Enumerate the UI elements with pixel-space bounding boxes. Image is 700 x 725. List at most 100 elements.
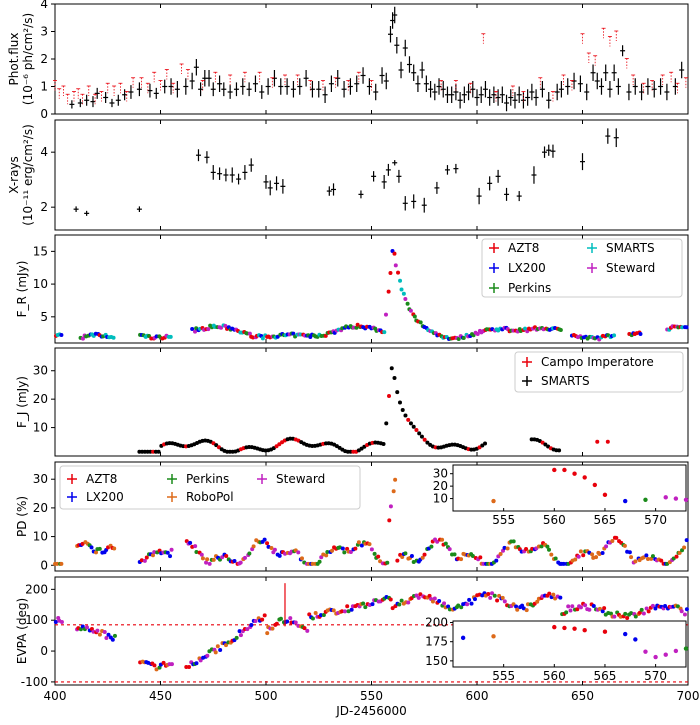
data-point	[597, 606, 602, 611]
data-point	[409, 554, 414, 559]
data-point	[633, 614, 638, 619]
data-point	[324, 553, 329, 558]
data-point	[639, 607, 644, 612]
legend-box	[59, 465, 361, 510]
data-point	[346, 609, 351, 614]
data-point	[161, 660, 166, 665]
data-point	[384, 421, 389, 426]
data-point	[277, 553, 282, 558]
data-point	[566, 604, 571, 609]
data-point	[597, 551, 602, 556]
data-point	[260, 617, 265, 622]
data-point	[572, 626, 577, 631]
data-point	[238, 560, 243, 565]
data-point	[386, 289, 391, 294]
data-point	[391, 489, 396, 494]
data-point	[190, 327, 195, 332]
x-tick-label: 560	[543, 513, 566, 527]
data-point	[80, 624, 85, 629]
data-point	[408, 421, 413, 426]
legend: Campo Imperatore SMARTS	[514, 351, 684, 393]
data-point	[403, 413, 408, 418]
data-point	[385, 560, 390, 565]
legend-box	[514, 351, 684, 393]
legend-box	[481, 238, 683, 298]
data-point	[299, 556, 304, 561]
data-point	[498, 552, 503, 557]
data-point	[600, 609, 605, 614]
data-point	[260, 336, 265, 341]
y-tick-label: 10	[33, 530, 48, 544]
data-point	[345, 604, 350, 609]
data-point	[408, 308, 413, 313]
data-point	[497, 593, 502, 598]
data-point	[325, 549, 330, 554]
data-point	[331, 608, 336, 613]
data-point	[511, 602, 516, 607]
data-point	[216, 445, 221, 450]
legend-label: LX200	[508, 261, 546, 275]
panel-gamma: 0 1 2 3 4 Phot.flux (10⁻⁶ ph/cm²/s)	[7, 0, 689, 121]
data-point	[59, 620, 64, 625]
y-tick-label: 150	[425, 654, 448, 668]
legend: AZT8 Perkins Steward LX200 RoboPol	[59, 465, 361, 510]
y-tick-label: 15	[33, 244, 48, 258]
data-point	[148, 449, 153, 454]
data-point	[443, 541, 448, 546]
data-point	[629, 611, 634, 616]
data-point	[318, 613, 323, 618]
data-point	[369, 547, 374, 552]
data-point	[645, 557, 650, 562]
x-tick-label: 555	[492, 669, 515, 683]
data-point	[205, 557, 210, 562]
data-point	[242, 555, 247, 560]
data-point	[420, 555, 425, 560]
data-point	[193, 544, 198, 549]
data-point	[683, 497, 689, 503]
data-point	[552, 624, 557, 630]
data-point	[595, 439, 600, 444]
data-point	[247, 551, 252, 556]
data-point	[398, 278, 403, 283]
data-point	[400, 407, 405, 412]
legend-label: LX200	[86, 490, 124, 504]
x-tick-label: 565	[594, 669, 617, 683]
x-axis-label: JD-2456000	[335, 704, 407, 718]
data-point	[249, 622, 254, 627]
data-point	[472, 597, 477, 602]
data-point	[397, 602, 402, 607]
data-point	[278, 616, 283, 621]
data-point	[684, 325, 689, 330]
data-point	[376, 554, 381, 559]
data-point	[219, 325, 224, 330]
data-point	[578, 605, 583, 610]
x-tick-label: 500	[255, 689, 278, 703]
data-point	[389, 366, 394, 371]
legend-label: AZT8	[508, 241, 539, 255]
data-point	[265, 541, 270, 546]
data-point	[310, 561, 315, 566]
data-point	[342, 609, 347, 614]
data-point	[614, 535, 619, 540]
data-point	[576, 554, 581, 559]
data-point	[307, 612, 312, 617]
data-point	[587, 607, 592, 612]
data-point	[262, 613, 267, 618]
y-tick-label: 2	[40, 52, 48, 66]
data-point	[137, 449, 142, 454]
data-point	[430, 599, 435, 604]
data-point	[359, 543, 364, 548]
data-point	[238, 633, 243, 638]
data-point	[274, 621, 279, 626]
data-point	[505, 546, 510, 551]
data-point	[515, 607, 520, 612]
data-point	[353, 546, 358, 551]
data-point	[187, 664, 192, 669]
data-point	[578, 549, 583, 554]
y-axis-label: EVPA (deg)	[15, 598, 29, 664]
data-point	[514, 604, 519, 609]
data-point	[340, 546, 345, 551]
data-point	[274, 444, 279, 449]
data-point	[395, 390, 400, 395]
